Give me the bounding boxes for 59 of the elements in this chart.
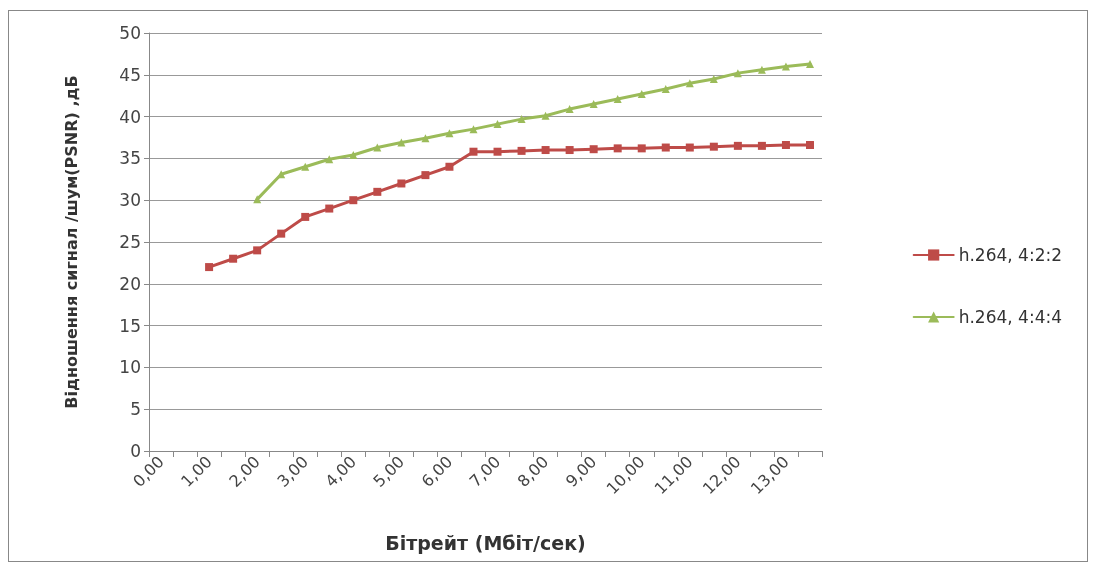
legend-label: h.264, 4:2:2 xyxy=(958,245,1063,265)
point xyxy=(637,144,646,153)
point xyxy=(421,171,430,180)
point xyxy=(301,212,310,221)
point xyxy=(589,100,598,109)
y-tick-label: 35 xyxy=(119,148,141,169)
point xyxy=(757,141,766,150)
y-tick-label: 30 xyxy=(119,190,141,211)
point xyxy=(781,141,790,150)
point xyxy=(349,151,358,160)
y-tick-label: 5 xyxy=(130,399,141,420)
point xyxy=(493,147,502,156)
point xyxy=(709,142,718,151)
point xyxy=(757,65,766,74)
y-tick-label: 20 xyxy=(119,273,141,294)
point xyxy=(541,146,550,155)
point xyxy=(637,90,646,99)
point xyxy=(517,115,526,124)
point xyxy=(301,162,310,171)
point xyxy=(805,59,814,68)
point xyxy=(277,229,286,238)
point xyxy=(565,105,574,114)
point xyxy=(469,147,478,156)
point xyxy=(589,145,598,154)
legend-label: h.264, 4:4:4 xyxy=(958,307,1063,327)
y-tick-label: 15 xyxy=(119,315,141,336)
y-tick-label: 50 xyxy=(119,23,141,43)
point xyxy=(373,143,382,152)
point xyxy=(613,95,622,104)
y-tick-label: 25 xyxy=(119,232,141,252)
point xyxy=(325,204,334,213)
point xyxy=(229,254,238,263)
y-tick-label: 10 xyxy=(119,357,141,378)
point xyxy=(733,69,742,78)
point xyxy=(493,120,502,129)
y-tick-label: 0 xyxy=(130,441,141,461)
point xyxy=(445,162,454,171)
point xyxy=(349,196,358,205)
point xyxy=(517,146,526,155)
point xyxy=(661,85,670,94)
x-axis-title: Бітрейт (Мбіт/сек) xyxy=(385,531,586,554)
point xyxy=(445,129,454,138)
point xyxy=(469,125,478,134)
point xyxy=(397,138,406,147)
y-axis-title: Відношення сигнал /шум(PSNR) ,дБ xyxy=(61,75,81,409)
point xyxy=(709,74,718,83)
point xyxy=(733,141,742,150)
point xyxy=(805,141,814,150)
point xyxy=(661,143,670,152)
point xyxy=(373,187,382,196)
point xyxy=(397,179,406,188)
point xyxy=(613,144,622,153)
point xyxy=(541,111,550,120)
point xyxy=(565,146,574,155)
point xyxy=(685,143,694,152)
point xyxy=(205,263,214,272)
y-tick-label: 45 xyxy=(119,64,141,85)
y-tick-label: 40 xyxy=(119,106,141,127)
point xyxy=(253,246,262,255)
